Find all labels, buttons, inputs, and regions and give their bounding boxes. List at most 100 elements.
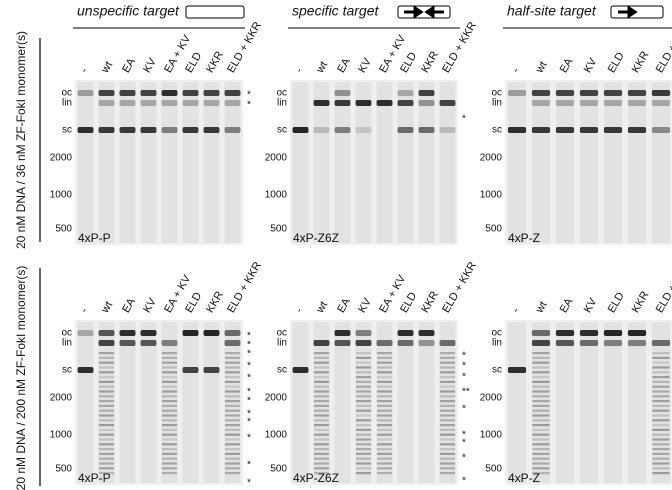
asterisk: * — [247, 361, 251, 372]
smear-band — [224, 472, 241, 475]
marker-label: oc — [276, 328, 287, 339]
smear-band — [313, 361, 330, 364]
band — [203, 100, 220, 106]
smear-band — [224, 438, 241, 441]
lane — [651, 82, 671, 243]
smear-band — [652, 428, 670, 431]
lane — [355, 82, 372, 243]
lane-label: wt — [99, 299, 115, 315]
asterisk: * — [247, 349, 251, 360]
marker-label: 500 — [270, 224, 287, 235]
smear-band — [224, 371, 241, 374]
smear-band — [161, 380, 178, 383]
asterisk: * — [462, 361, 466, 372]
marker-label: 2000 — [50, 393, 73, 404]
lane — [507, 322, 527, 483]
asterisk: * — [247, 90, 251, 101]
smear-band — [355, 448, 372, 451]
smear-band — [439, 404, 456, 407]
smear-band — [313, 400, 330, 403]
lane-label: ELD — [606, 290, 627, 315]
asterisk: * — [247, 417, 251, 428]
smear-band — [224, 376, 241, 379]
band — [531, 127, 551, 133]
band — [651, 100, 671, 106]
lane-label: - — [78, 65, 90, 74]
band — [161, 90, 178, 96]
smear-band — [652, 376, 670, 379]
smear-band — [532, 438, 550, 441]
smear-band — [313, 385, 330, 388]
smear-band — [532, 457, 550, 460]
lane — [140, 322, 157, 483]
smear-band — [439, 395, 456, 398]
band — [555, 127, 575, 133]
lane-label: ELD — [398, 50, 419, 75]
smear-band — [652, 457, 670, 460]
lane-label: KKR — [630, 49, 652, 75]
smear-band — [355, 433, 372, 436]
band — [203, 330, 220, 336]
band — [292, 127, 309, 133]
smear-band — [355, 380, 372, 383]
smear-band — [652, 467, 670, 470]
smear-band — [224, 366, 241, 369]
smear-band — [98, 438, 115, 441]
lane — [77, 322, 94, 483]
lane-label: KKR — [419, 49, 441, 75]
smear-band — [224, 457, 241, 460]
smear-band — [439, 414, 456, 417]
band — [603, 330, 623, 336]
smear-band — [161, 366, 178, 369]
smear-band — [439, 409, 456, 412]
smear-band — [98, 404, 115, 407]
panel-name: 4xP-Z6Z — [293, 471, 339, 485]
band — [555, 340, 575, 346]
smear-band — [161, 452, 178, 455]
band — [355, 127, 372, 133]
panel-name: 4xP-Z — [508, 471, 540, 485]
lane-label: wt — [314, 59, 330, 75]
smear-band — [313, 366, 330, 369]
smear-band — [161, 462, 178, 465]
smear-band — [313, 414, 330, 417]
lane-label: KKR — [630, 289, 652, 315]
lane-label: KV — [582, 56, 600, 75]
marker-label: lin — [277, 98, 287, 109]
smear-band — [161, 409, 178, 412]
smear-band — [355, 356, 372, 359]
marker-label: 2000 — [265, 393, 288, 404]
smear-band — [313, 448, 330, 451]
smear-band — [376, 472, 393, 475]
band — [397, 100, 414, 106]
smear-band — [98, 400, 115, 403]
band — [77, 90, 94, 96]
smear-band — [532, 452, 550, 455]
smear-band — [355, 457, 372, 460]
marker-label: lin — [492, 98, 502, 109]
band — [140, 127, 157, 133]
asterisk: * — [462, 438, 466, 449]
smear-band — [313, 352, 330, 355]
lane — [531, 82, 551, 243]
smear-band — [376, 400, 393, 403]
asterisk: ** — [462, 387, 470, 398]
lane — [355, 322, 372, 483]
smear-band — [439, 433, 456, 436]
row-label: 20 nM DNA / 200 nM ZF-FokI monomer(s) — [14, 266, 28, 490]
lane — [161, 82, 178, 243]
smear-band — [224, 452, 241, 455]
smear-band — [161, 414, 178, 417]
lane — [397, 82, 414, 243]
lane — [98, 82, 115, 243]
smear-band — [98, 472, 115, 475]
smear-band — [161, 390, 178, 393]
lane-label: ELD — [398, 290, 419, 315]
smear-band — [439, 452, 456, 455]
panel-name: 4xP-P — [78, 231, 111, 245]
lane-label: KV — [582, 296, 600, 315]
lane — [119, 322, 136, 483]
smear-band — [355, 462, 372, 465]
band — [77, 330, 94, 336]
band — [140, 100, 157, 106]
